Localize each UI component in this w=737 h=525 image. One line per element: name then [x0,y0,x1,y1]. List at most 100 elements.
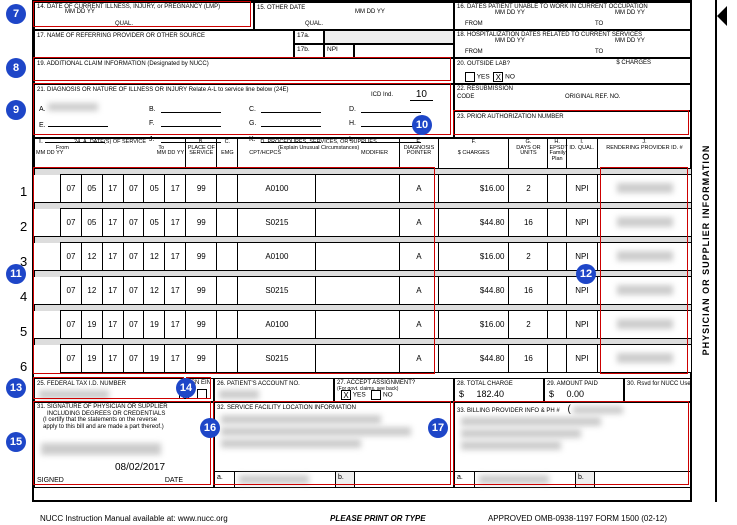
cell: 99 [186,277,217,305]
box27-no-chk[interactable] [371,390,381,400]
cell: 07 [61,209,82,237]
h24mdy1: MM DD YY [36,151,63,157]
box14-qual: QUAL. [115,21,133,28]
d-b: B. [149,103,156,117]
cell [548,175,566,203]
badge-8: 8 [6,58,26,78]
row-number: 5 [20,324,27,339]
d-d-line [361,103,421,113]
badge-7: 7 [6,4,26,24]
cell: 12 [144,243,165,271]
cell: $16.00 [439,243,509,271]
cell: A [399,243,438,271]
box15-qual: QUAL. [305,21,323,28]
box24-header: 24. A. DATE(S) OF SERVICE From To MM DD … [34,138,692,373]
box-17a: 17a. [294,30,324,44]
box25-ein-chk[interactable] [197,389,207,399]
box-31: 31. SIGNATURE OF PHYSICIAN OR SUPPLIER I… [34,402,214,488]
box16-cols1: MM DD YY [495,10,525,17]
cell [217,209,238,237]
cell: 17 [165,345,186,373]
box-17b-val [354,44,454,58]
box17b-label: 17b. [297,46,310,53]
box32-v3 [221,439,361,448]
service-row: 07051707051799A0100A$16.002NPI [35,175,692,203]
cell [316,243,399,271]
box31-date: DATE [165,477,183,485]
cell: 2 [509,243,548,271]
box-23: 23. PRIOR AUTHORIZATION NUMBER [454,111,692,138]
cell: A [399,209,438,237]
box22-orig: ORIGINAL REF. NO. [565,94,620,101]
d-a: A. [39,106,46,113]
cell: 99 [186,311,217,339]
box31-dateval: 08/02/2017 [115,462,165,473]
d-g: G. [249,117,256,131]
box33-v2 [461,429,581,438]
box-32: 32. SERVICE FACILITY LOCATION INFORMATIO… [214,402,454,488]
cell: $44.80 [439,209,509,237]
box33-v1 [461,417,601,426]
box29-s: $ [549,389,554,399]
cell: 07 [123,243,144,271]
cell: 07 [61,277,82,305]
cell: 16 [509,209,548,237]
cell: A0100 [238,311,316,339]
box15-label: 15. OTHER DATE [257,5,305,11]
box31-signed: SIGNED [37,477,64,485]
d-h: H. [349,117,356,131]
cell [35,345,61,373]
cell: 17 [102,243,123,271]
box19-label: 19. ADDITIONAL CLAIM INFORMATION (Design… [37,61,209,67]
box26-val [219,390,259,399]
box33-v3 [461,441,561,450]
cell: 2 [509,311,548,339]
h24emg: EMG [221,150,234,156]
h24diag: DIAGNOSIS POINTER [404,145,435,157]
box-18: 18. HOSPITALIZATION DATES RELATED TO CUR… [454,30,692,58]
side-rule [715,0,717,502]
d-c: C. [249,103,256,117]
box-27: 27. ACCEPT ASSIGNMENT? (For govt. claims… [334,378,454,402]
cell: 99 [186,209,217,237]
box21-icdval: 10 [410,89,433,101]
cell: A [399,175,438,203]
cell: 16 [509,345,548,373]
cell: 17 [165,209,186,237]
box28-val: 182.40 [477,389,505,399]
box33-p: ( [568,404,571,415]
box27-yes-chk[interactable]: X [341,390,351,400]
cell [316,311,399,339]
box-17a-val [324,30,454,44]
box25-val [39,390,109,399]
d-e-line [48,117,108,127]
cell [35,277,61,305]
box26-label: 26. PATIENT'S ACCOUNT NO. [217,381,300,387]
box21-icd: ICD Ind. [371,92,393,99]
cell: 17 [165,277,186,305]
box20-no: NO [505,74,515,81]
badge-9: 9 [6,100,26,120]
d-g-line [261,117,321,127]
box20-yes-chk[interactable] [465,72,475,82]
h24chg: $ CHARGES [458,150,490,156]
box-22: 22. RESUBMISSION CODE ORIGINAL REF. NO. [454,84,692,111]
box27-yes: YES [353,392,366,399]
cell [35,209,61,237]
box16-cols2: MM DD YY [615,10,645,17]
h24mdy2: MM DD YY [157,151,184,157]
cell [316,277,399,305]
cell: 07 [123,277,144,305]
cell: 17 [102,277,123,305]
cell: 05 [144,209,165,237]
cell: NPI [566,209,597,237]
cell: NPI [566,345,597,373]
box20-label: 20. OUTSIDE LAB? [457,61,510,67]
cell: NPI [566,175,597,203]
badge-10: 10 [412,115,432,135]
cell: 99 [186,175,217,203]
d-c-line [261,103,321,113]
cell: A0100 [238,243,316,271]
box20-no-chk[interactable]: X [493,72,503,82]
badge-12: 12 [576,264,596,284]
